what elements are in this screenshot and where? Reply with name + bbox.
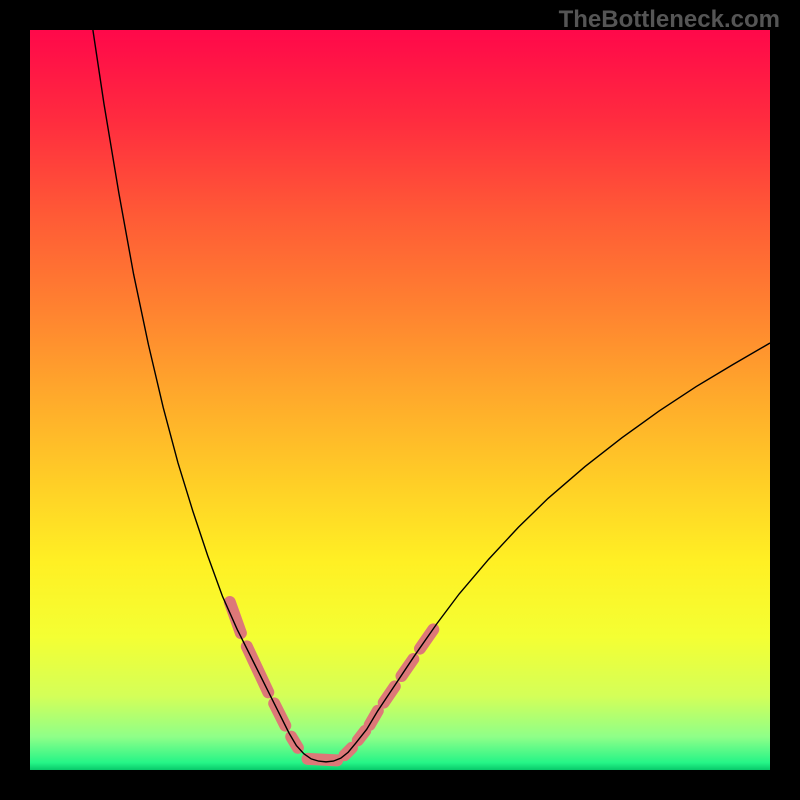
overlay-dashes-group [230,602,433,760]
watermark-text: TheBottleneck.com [559,6,780,34]
plot-svg [30,30,770,770]
bottleneck-curve [93,30,770,762]
chart-frame: TheBottleneck.com [0,0,800,800]
plot-area [30,30,770,770]
